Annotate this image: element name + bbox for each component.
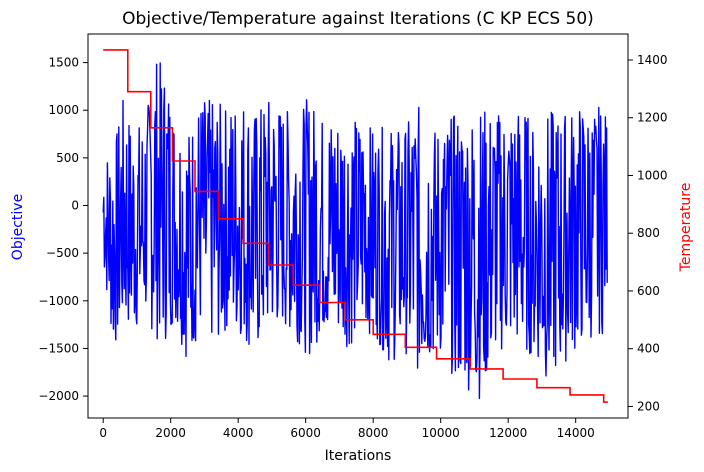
x-tick-label: 2000: [155, 426, 186, 440]
left-y-tick-label: 500: [56, 151, 79, 165]
right-y-tick-label: 600: [637, 284, 660, 298]
objective-series-line: [102, 62, 608, 400]
temperature-series-line: [103, 49, 608, 403]
x-tick-label: 14000: [557, 426, 595, 440]
left-y-tick-label: −1500: [38, 341, 79, 355]
left-y-tick-label: 1000: [48, 103, 79, 117]
right-y-tick-label: 1000: [637, 168, 668, 182]
chart-marks: 0 2000 4000 6000 8000 10000 12000 14000−2000−15…: [38, 33, 668, 440]
right-y-tick-label: 1400: [637, 53, 668, 67]
right-y-tick-label: 1200: [637, 111, 668, 125]
x-tick-label: 8000: [358, 426, 389, 440]
right-y-tick-label: 200: [637, 399, 660, 413]
right-y-tick-label: 400: [637, 342, 660, 356]
x-tick-label: 6000: [290, 426, 321, 440]
x-axis-label: Iterations: [325, 448, 392, 464]
left-y-tick-label: 0: [71, 199, 79, 213]
left-y-tick-label: −2000: [38, 389, 79, 403]
right-y-tick-label: 800: [637, 226, 660, 240]
right-y-axis-label: Temperature: [678, 183, 694, 273]
left-y-tick-label: −500: [46, 246, 79, 260]
x-tick-label: 4000: [223, 426, 254, 440]
left-y-axis-label: Objective: [10, 194, 26, 260]
chart-title: Objective/Temperature against Iterations…: [122, 9, 594, 29]
plot-frame: [87, 33, 629, 419]
left-y-tick-label: 1500: [48, 56, 79, 70]
x-tick-label: 0: [99, 426, 107, 440]
x-tick-label: 10000: [422, 426, 460, 440]
left-y-tick-label: −1000: [38, 294, 79, 308]
x-tick-label: 12000: [489, 426, 527, 440]
